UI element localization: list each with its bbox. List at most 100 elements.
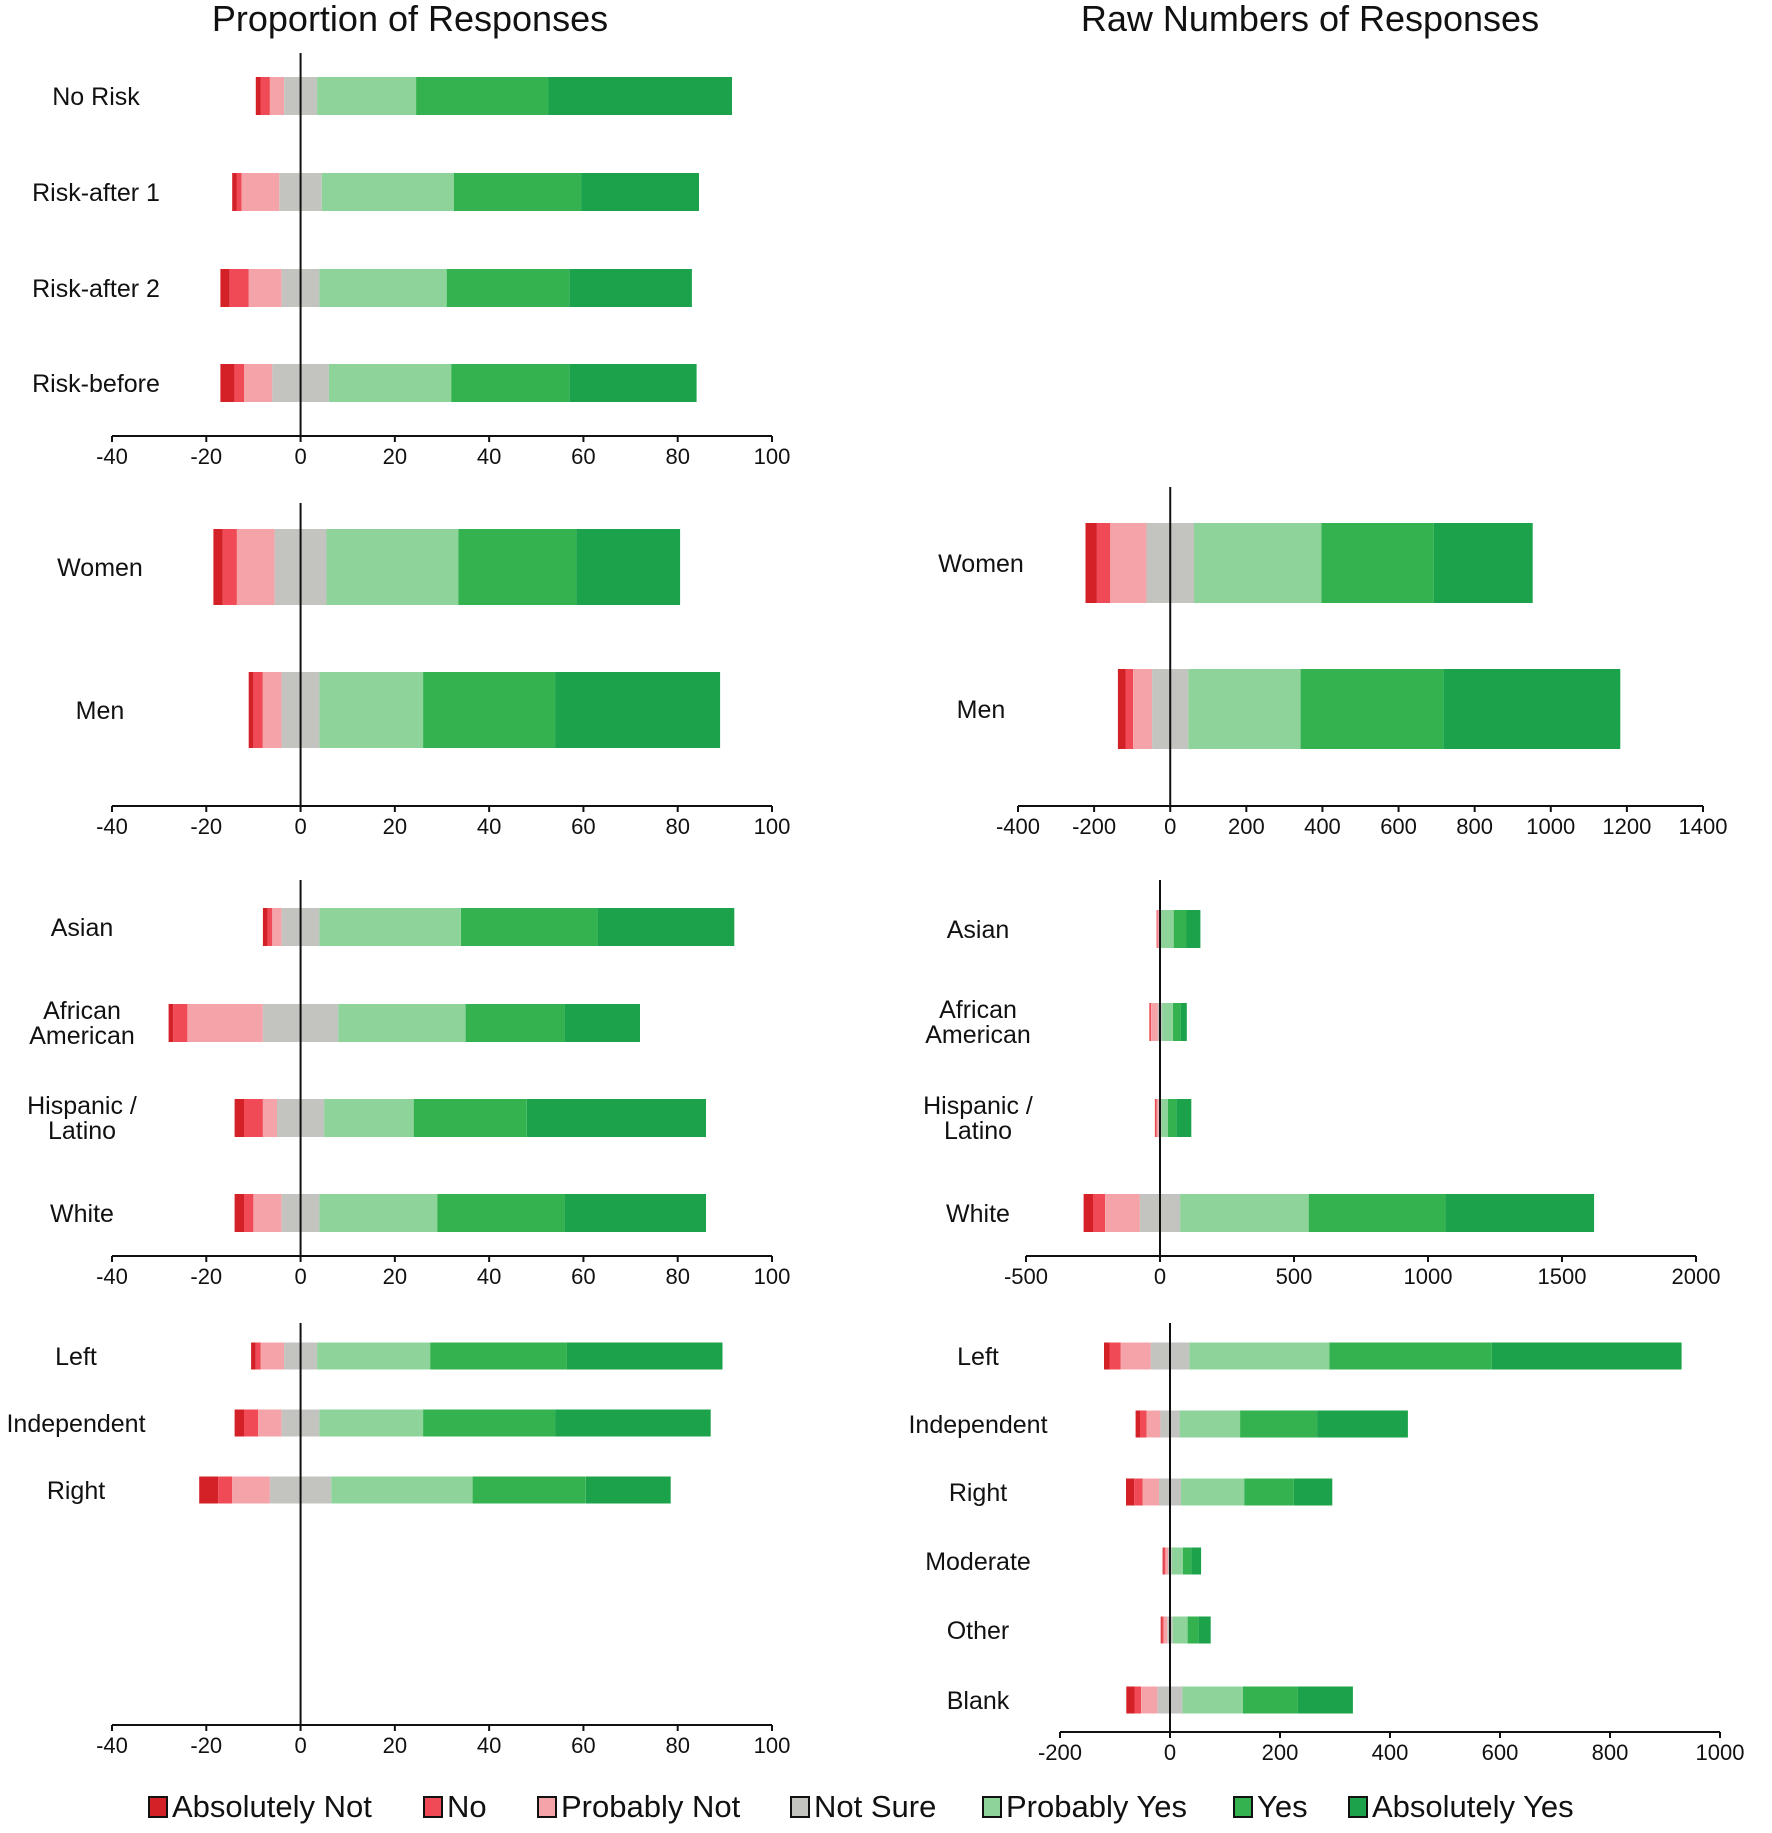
bar-race-proportion-hispanic-latino-probably-not [262,1099,277,1137]
tick-label-race-proportion-100: 100 [754,1264,791,1289]
bar-gender-raw-women-probably-not [1110,523,1147,603]
tick-label-politics-raw-800: 800 [1592,1740,1629,1765]
bar-gender-raw-men-yes [1300,669,1444,749]
race-raw-chart: Asian African American Hispanic / Latino Whit… [923,880,1720,1289]
bar-risk-proportion-no-risk-yes [416,77,549,115]
legend-item-no: No [423,1789,487,1825]
tick-label-race-raw-500: 500 [1276,1264,1313,1289]
bar-politics-raw-blank-absolutely-not [1126,1686,1135,1714]
tick-label-politics-raw-600: 600 [1482,1740,1519,1765]
category-label-gender-raw-men: Men [957,696,1006,724]
bar-politics-raw-left-yes [1329,1342,1492,1370]
category-label-race-proportion-hispanic-latino: Hispanic / Latino [27,1092,137,1145]
bar-politics-raw-moderate-absolutely-yes [1191,1547,1202,1575]
bar-race-raw-hispanic-latino-absolutely-not [1154,1099,1156,1137]
tick-label-politics-raw--200: -200 [1038,1740,1082,1765]
bar-risk-proportion-risk-after-1-no [236,173,242,211]
tick-label-race-raw-1500: 1500 [1538,1264,1587,1289]
bar-risk-proportion-risk-before-probably-yes [328,364,452,402]
tick-label-politics-proportion-60: 60 [571,1733,595,1758]
legend-label-absolutely-not: Absolutely Not [172,1789,372,1824]
tick-label-race-proportion-40: 40 [477,1264,501,1289]
category-label-risk-proportion-risk-after-1: Risk-after 1 [32,179,160,207]
bar-politics-raw-right-absolutely-not [1126,1478,1135,1506]
legend-item-yes: Yes [1233,1789,1308,1825]
category-label-risk-proportion-risk-after-2: Risk-after 2 [32,275,160,303]
legend-item-probably-not: Probably Not [537,1789,740,1825]
bar-risk-proportion-no-risk-no [260,77,270,115]
bar-politics-raw-blank-no [1134,1686,1142,1714]
bar-gender-proportion-women-yes [458,529,577,605]
bar-politics-raw-moderate-probably-not [1165,1547,1169,1575]
bar-politics-raw-independent-probably-yes [1179,1410,1241,1438]
bar-race-raw-african-american-no [1149,1003,1152,1041]
bar-race-raw-asian-absolutely-yes [1186,910,1201,948]
legend-label-probably-not: Probably Not [561,1789,741,1824]
bar-politics-raw-independent-absolutely-yes [1317,1410,1408,1438]
tick-label-politics-proportion-40: 40 [477,1733,501,1758]
bar-gender-raw-women-absolutely-yes [1433,523,1533,603]
tick-label-risk-proportion-60: 60 [571,444,595,469]
bar-politics-raw-right-probably-not [1142,1478,1159,1506]
bar-gender-proportion-women-no [222,529,237,605]
bar-race-raw-african-american-probably-yes [1162,1003,1173,1041]
tick-label-race-proportion-80: 80 [665,1264,689,1289]
bar-risk-proportion-no-risk-probably-not [269,77,284,115]
politics-raw-chart: Left Independent Right Moderate Other Blank -2… [908,1323,1744,1765]
bar-race-proportion-white-absolutely-yes [564,1194,706,1232]
tick-label-politics-raw-0: 0 [1164,1740,1176,1765]
bar-politics-raw-independent-probably-not [1146,1410,1161,1438]
bar-race-raw-hispanic-latino-probably-not [1156,1099,1159,1137]
bar-race-proportion-white-probably-not [253,1194,282,1232]
bar-risk-proportion-risk-after-2-probably-not [248,269,282,307]
tick-label-race-proportion--20: -20 [190,1264,222,1289]
bar-race-raw-white-probably-yes [1180,1194,1309,1232]
bar-gender-proportion-women-probably-yes [326,529,459,605]
bar-gender-proportion-men-probably-not [262,672,282,748]
bar-politics-proportion-independent-probably-not [258,1409,282,1437]
bar-risk-proportion-risk-before-yes [451,364,570,402]
bar-risk-proportion-no-risk-probably-yes [317,77,417,115]
bar-gender-proportion-men-absolutely-yes [555,672,721,748]
tick-label-politics-proportion-20: 20 [383,1733,407,1758]
bar-politics-proportion-independent-absolutely-not [234,1409,244,1437]
legend-label-yes: Yes [1257,1789,1308,1824]
bar-gender-raw-women-no [1097,523,1111,603]
tick-label-politics-raw-1000: 1000 [1696,1740,1745,1765]
tick-label-race-proportion-0: 0 [294,1264,306,1289]
tick-label-gender-raw-200: 200 [1228,814,1265,839]
bar-race-proportion-hispanic-latino-probably-yes [324,1099,414,1137]
bar-gender-raw-women-yes [1321,523,1434,603]
tick-label-gender-proportion-40: 40 [477,814,501,839]
bar-gender-raw-men-absolutely-not [1117,669,1126,749]
bar-politics-raw-moderate-absolutely-not [1162,1547,1164,1575]
bar-race-raw-hispanic-latino-no [1155,1099,1157,1137]
tick-label-gender-raw-1000: 1000 [1526,814,1575,839]
bar-risk-proportion-risk-after-1-yes [453,173,582,211]
tick-label-gender-proportion-80: 80 [665,814,689,839]
tick-label-gender-proportion-20: 20 [383,814,407,839]
legend-item-probably-yes: Probably Yes [982,1789,1187,1825]
figure-canvas: No Risk Risk-after 1 Risk-after 2 Risk-befo… [6,53,1744,1765]
bar-politics-raw-blank-absolutely-yes [1297,1686,1353,1714]
bar-risk-proportion-risk-after-2-absolutely-not [220,269,230,307]
tick-label-gender-raw-600: 600 [1380,814,1417,839]
bar-risk-proportion-risk-after-1-absolutely-yes [581,173,699,211]
bar-race-raw-hispanic-latino-absolutely-yes [1176,1099,1192,1137]
bar-race-proportion-african-american-probably-not [187,1004,263,1042]
category-label-politics-proportion-independent: Independent [6,1410,145,1438]
gender-proportion-chart: Women Men -40 -20 0 20 40 60 80 100 [57,503,790,839]
legend-swatch-probably-yes [982,1796,1002,1818]
tick-label-risk-proportion-0: 0 [294,444,306,469]
category-label-politics-proportion-right: Right [47,1477,105,1505]
tick-label-gender-raw-400: 400 [1304,814,1341,839]
bar-risk-proportion-risk-before-absolutely-yes [569,364,697,402]
tick-label-gender-raw-0: 0 [1164,814,1176,839]
legend-label-probably-yes: Probably Yes [1006,1789,1187,1824]
tick-label-risk-proportion--20: -20 [190,444,222,469]
bar-race-raw-white-absolutely-yes [1445,1194,1595,1232]
category-label-politics-raw-right: Right [949,1479,1007,1507]
bar-risk-proportion-risk-after-2-absolutely-yes [569,269,692,307]
category-label-race-proportion-asian: Asian [51,914,114,942]
bar-politics-proportion-left-no [255,1342,261,1370]
